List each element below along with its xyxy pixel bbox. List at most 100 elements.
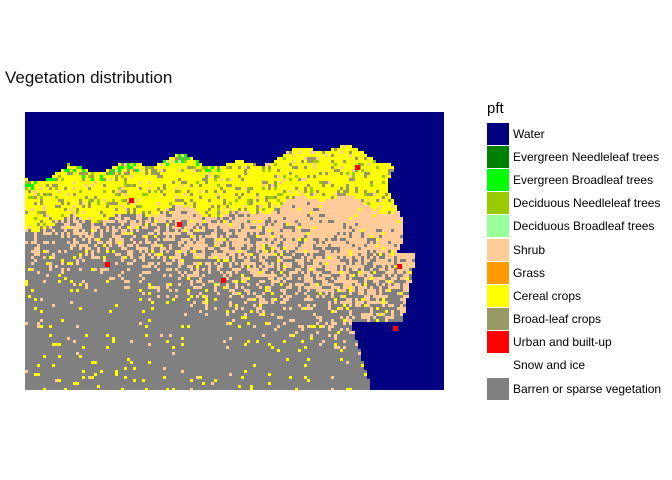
map-cell bbox=[178, 175, 181, 178]
map-cell bbox=[49, 244, 52, 247]
map-cell bbox=[103, 259, 106, 262]
map-cell bbox=[124, 262, 127, 265]
map-cell bbox=[394, 229, 397, 232]
map-cell bbox=[205, 220, 208, 223]
map-cell bbox=[349, 169, 352, 172]
map-cell bbox=[367, 268, 370, 271]
map-cell bbox=[139, 163, 142, 166]
map-cell bbox=[172, 277, 175, 280]
map-cell bbox=[256, 277, 259, 280]
map-cell bbox=[139, 268, 142, 271]
map-cell bbox=[385, 262, 388, 265]
map-cell bbox=[58, 190, 61, 193]
map-cell bbox=[94, 226, 97, 229]
map-cell bbox=[142, 166, 145, 169]
map-cell bbox=[34, 184, 37, 187]
map-cell bbox=[325, 193, 328, 196]
map-cell bbox=[193, 172, 196, 175]
map-cell bbox=[289, 199, 292, 202]
map-cell bbox=[70, 211, 73, 214]
map-cell bbox=[175, 223, 178, 226]
map-cell bbox=[97, 214, 100, 217]
map-cell bbox=[310, 199, 313, 202]
map-cell bbox=[373, 265, 376, 268]
map-cell bbox=[226, 277, 229, 280]
map-cell bbox=[337, 262, 340, 265]
map-cell bbox=[202, 205, 205, 208]
map-cell bbox=[361, 175, 364, 178]
map-cell bbox=[301, 169, 304, 172]
map-cell bbox=[157, 259, 160, 262]
map-cell bbox=[70, 250, 73, 253]
map-cell bbox=[40, 253, 43, 256]
map-cell bbox=[163, 226, 166, 229]
map-cell bbox=[61, 250, 64, 253]
map-cell bbox=[79, 250, 82, 253]
map-cell bbox=[358, 262, 361, 265]
map-cell bbox=[322, 265, 325, 268]
map-cell bbox=[115, 223, 118, 226]
map-cell bbox=[127, 172, 130, 175]
map-cell bbox=[322, 235, 325, 238]
map-cell bbox=[265, 247, 268, 250]
map-cell bbox=[319, 190, 322, 193]
map-cell bbox=[64, 256, 67, 259]
map-cell bbox=[226, 253, 229, 256]
map-cell bbox=[187, 169, 190, 172]
map-cell bbox=[385, 217, 388, 220]
map-cell bbox=[355, 193, 358, 196]
map-cell bbox=[382, 226, 385, 229]
map-cell bbox=[163, 190, 166, 193]
map-cell bbox=[202, 175, 205, 178]
map-cell bbox=[199, 244, 202, 247]
map-cell bbox=[250, 193, 253, 196]
map-cell bbox=[157, 202, 160, 205]
map-cell bbox=[109, 274, 112, 277]
map-cell bbox=[301, 268, 304, 271]
map-cell bbox=[382, 253, 385, 256]
map-cell bbox=[352, 238, 355, 241]
map-cell bbox=[238, 178, 241, 181]
map-cell bbox=[241, 187, 244, 190]
map-cell bbox=[298, 151, 301, 154]
map-cell bbox=[163, 175, 166, 178]
map-cell bbox=[385, 175, 388, 178]
map-cell bbox=[31, 247, 34, 250]
map-cell bbox=[292, 262, 295, 265]
map-cell bbox=[133, 277, 136, 280]
map-cell bbox=[316, 202, 319, 205]
map-cell bbox=[49, 208, 52, 211]
map-cell bbox=[376, 262, 379, 265]
map-cell bbox=[64, 196, 67, 199]
map-cell bbox=[73, 214, 76, 217]
map-cell bbox=[193, 208, 196, 211]
map-cell bbox=[289, 187, 292, 190]
map-cell bbox=[208, 202, 211, 205]
map-cell bbox=[385, 190, 388, 193]
map-cell bbox=[91, 268, 94, 271]
map-cell bbox=[64, 271, 67, 274]
map-cell bbox=[370, 184, 373, 187]
map-cell bbox=[157, 238, 160, 241]
map-cell bbox=[277, 274, 280, 277]
map-cell bbox=[166, 181, 169, 184]
map-cell bbox=[301, 178, 304, 181]
map-cell bbox=[262, 250, 265, 253]
map-cell bbox=[55, 268, 58, 271]
map-cell bbox=[67, 220, 70, 223]
map-cell bbox=[217, 229, 220, 232]
map-cell bbox=[259, 244, 262, 247]
map-cell bbox=[115, 175, 118, 178]
map-cell bbox=[154, 199, 157, 202]
map-cell bbox=[235, 190, 238, 193]
map-cell bbox=[43, 268, 46, 271]
map-cell bbox=[337, 172, 340, 175]
map-cell bbox=[184, 178, 187, 181]
map-cell bbox=[334, 232, 337, 235]
map-cell bbox=[250, 163, 253, 166]
map-cell bbox=[238, 232, 241, 235]
map-cell bbox=[235, 250, 238, 253]
map-cell bbox=[31, 265, 34, 268]
map-cell bbox=[286, 217, 289, 220]
map-cell bbox=[385, 268, 388, 271]
